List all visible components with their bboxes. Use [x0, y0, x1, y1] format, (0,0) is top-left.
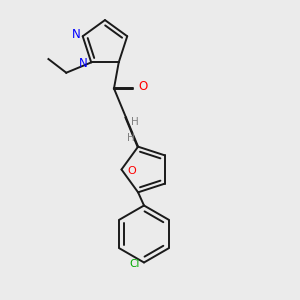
Text: O: O — [138, 80, 147, 94]
Text: N: N — [72, 28, 80, 41]
Text: N: N — [79, 57, 88, 70]
Text: O: O — [127, 166, 136, 176]
Text: Cl: Cl — [129, 259, 140, 269]
Text: H: H — [130, 117, 138, 127]
Text: H: H — [127, 133, 134, 143]
